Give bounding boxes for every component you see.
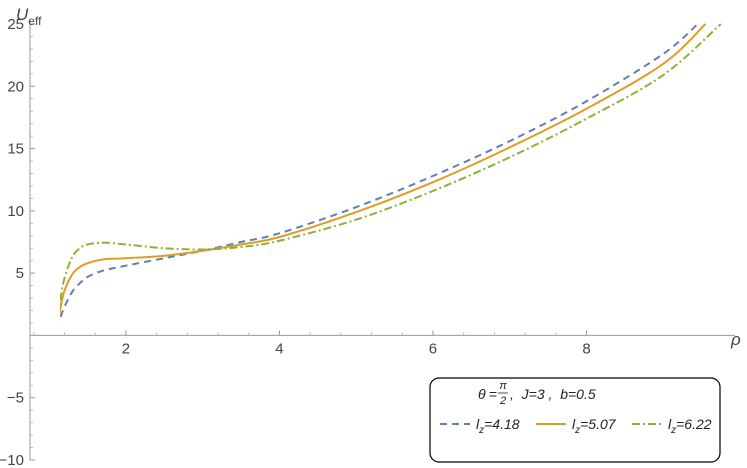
legend-box: [429, 377, 721, 463]
x-tick-label: 4: [275, 340, 283, 357]
y-axis-label-main: U: [16, 5, 29, 24]
series-group: [60, 23, 722, 323]
y-tick-label: −10: [0, 452, 24, 468]
legend-label-3: lz=6.22: [668, 416, 712, 436]
x-tick-label: 6: [429, 340, 437, 357]
series-line-1: [60, 23, 699, 323]
y-tick-label: −5: [7, 390, 24, 407]
legend-theta: θ: [478, 386, 486, 402]
y-tick-label: 15: [7, 141, 24, 158]
series-line-2: [60, 23, 707, 317]
legend-label-2: lz=5.07: [572, 416, 617, 436]
x-axis-label: ρ: [730, 330, 741, 349]
legend-frac-num: π: [499, 380, 507, 392]
y-axis-label: Ueff: [16, 5, 42, 28]
y-tick-label: 10: [7, 203, 24, 220]
legend-params: , J=3 , b=0.5: [510, 386, 596, 402]
x-axis-ticks: 2 4 6 8: [33, 330, 591, 357]
legend: θ = π 2 , J=3 , b=0.5 lz=4.18 lz=5.07 lz=6…: [429, 377, 721, 463]
legend-equals: =: [489, 386, 497, 402]
y-tick-label: 20: [7, 78, 24, 95]
x-tick-label: 8: [582, 340, 590, 357]
y-axis-label-sub: eff: [28, 14, 42, 28]
legend-header: θ = π 2 , J=3 , b=0.5: [478, 380, 596, 407]
legend-entries: lz=4.18 lz=5.07 lz=6.22: [440, 416, 712, 436]
legend-frac-den: 2: [499, 395, 506, 407]
legend-label-1: lz=4.18: [476, 416, 520, 436]
x-tick-label: 2: [122, 340, 130, 357]
y-tick-label: 25: [7, 16, 24, 33]
y-axis-ticks: −10 −5 5 10 15 20 25: [0, 16, 35, 468]
series-line-3: [60, 23, 722, 312]
y-tick-label: 5: [16, 265, 24, 282]
